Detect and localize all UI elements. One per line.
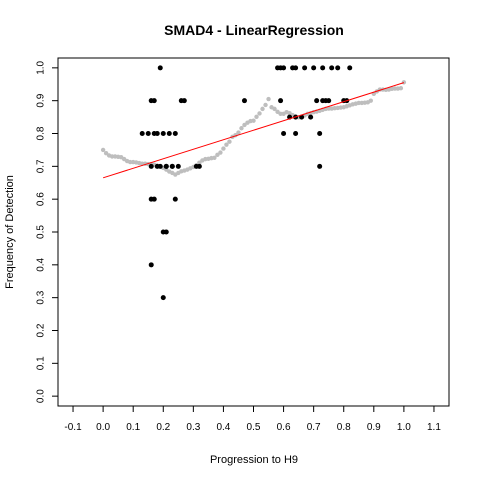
x-axis: -0.1 0.0 0.1 0.2 0.3 0.4 0.5 0.6 0.7 0.8 0.9 1.0 1.1 [64,406,441,433]
observed-point [163,163,169,169]
observed-point [169,163,175,169]
smoothed-point [227,139,232,144]
observed-point [317,131,323,137]
smoothed-point [401,80,407,85]
observed-point [163,229,169,235]
regression-series [102,82,405,179]
observed-point [302,65,308,71]
y-tick-label: 0.8 [36,126,47,140]
y-tick-label: 0.0 [36,389,47,403]
observed-point [181,98,187,104]
smoothed-point [392,86,398,91]
x-tick-label: 0.8 [337,422,351,433]
smoothed-point [224,142,229,147]
observed-point [320,65,326,71]
smoothed-point [242,122,247,128]
smoothed-point [109,154,115,159]
observed-point [278,98,284,104]
observed-point [172,196,178,202]
x-tick-label: 1.0 [397,422,411,433]
x-tick-label: -0.1 [64,422,82,433]
observed-point [281,65,287,71]
observed-point [329,65,335,71]
chart-title: SMAD4 - LinearRegression [164,22,344,38]
y-tick-label: 1.0 [36,60,47,74]
smoothed-point [368,98,373,103]
smoothed-point [218,150,223,155]
smoothed-point [257,111,262,116]
observed-point [160,295,166,301]
observed-point [323,98,329,104]
smoothed-point [260,106,265,112]
y-tick-label: 0.2 [36,323,47,337]
observed-point [148,163,154,169]
x-tick-label: 0.2 [156,422,170,433]
observed-point [317,163,323,169]
smoothed-point [197,160,202,165]
y-tick-label: 0.6 [36,192,47,206]
smoothed-point [215,152,220,158]
observed-point [308,114,314,120]
y-tick-label: 0.4 [36,257,47,271]
x-tick-label: 0.5 [247,422,261,433]
observed-point [145,131,151,137]
x-axis-label: Progression to H9 [210,454,298,466]
y-axis: 0.0 0.1 0.2 0.3 0.4 0.5 0.6 0.7 0.8 0.9 1.0 [36,60,58,403]
smoothed-point [221,146,226,151]
observed-point [314,98,320,104]
y-tick-label: 0.7 [36,159,47,173]
smoothed-point [239,126,244,131]
smoothed-point [236,130,241,135]
x-tick-label: 0.7 [307,422,321,433]
observed-point [335,65,341,71]
observed-point [311,65,317,71]
smoothed-point [398,86,404,91]
observed-point [175,163,181,169]
y-tick-label: 0.9 [36,93,47,107]
smoothed-point [356,100,361,106]
smoothed-point [326,106,331,111]
observed-point [172,131,178,137]
smoothed-point [100,147,106,153]
observed-point [196,163,202,169]
x-tick-label: 0.3 [186,422,200,433]
x-tick-label: 0.1 [126,422,140,433]
x-tick-label: 0.0 [96,422,110,433]
observed-point [293,65,299,71]
smoothed-point [127,159,133,165]
x-tick-label: 0.9 [367,422,381,433]
observed-point [157,65,163,71]
observed-point [154,163,160,169]
x-tick-label: 0.4 [216,422,230,433]
y-tick-label: 0.3 [36,290,47,304]
observed-point [160,131,166,137]
smoothed-point [103,151,109,156]
smoothed-point [272,106,277,112]
smoothed-point [254,114,259,119]
y-axis-label: Frequency of Detection [4,175,16,289]
observed-point [148,262,154,268]
x-tick-label: 0.6 [277,422,291,433]
observed-point [166,131,172,137]
observed-point [154,131,160,137]
y-tick-label: 0.5 [36,225,47,239]
smoothed-point [263,102,268,108]
observed-point [139,131,145,137]
observed-point [347,65,353,71]
observed-point [241,98,247,104]
regression-line [102,82,405,179]
smoothed-point [278,111,283,117]
observed-point [281,131,287,137]
smoothed-point [212,155,217,161]
observed-point [151,98,157,104]
y-tick-label: 0.1 [36,356,47,370]
observed-point [151,196,157,202]
smoothed-point [251,118,256,123]
observed-point [293,131,299,137]
smoothed-point [266,96,271,102]
x-tick-label: 1.1 [427,422,441,433]
